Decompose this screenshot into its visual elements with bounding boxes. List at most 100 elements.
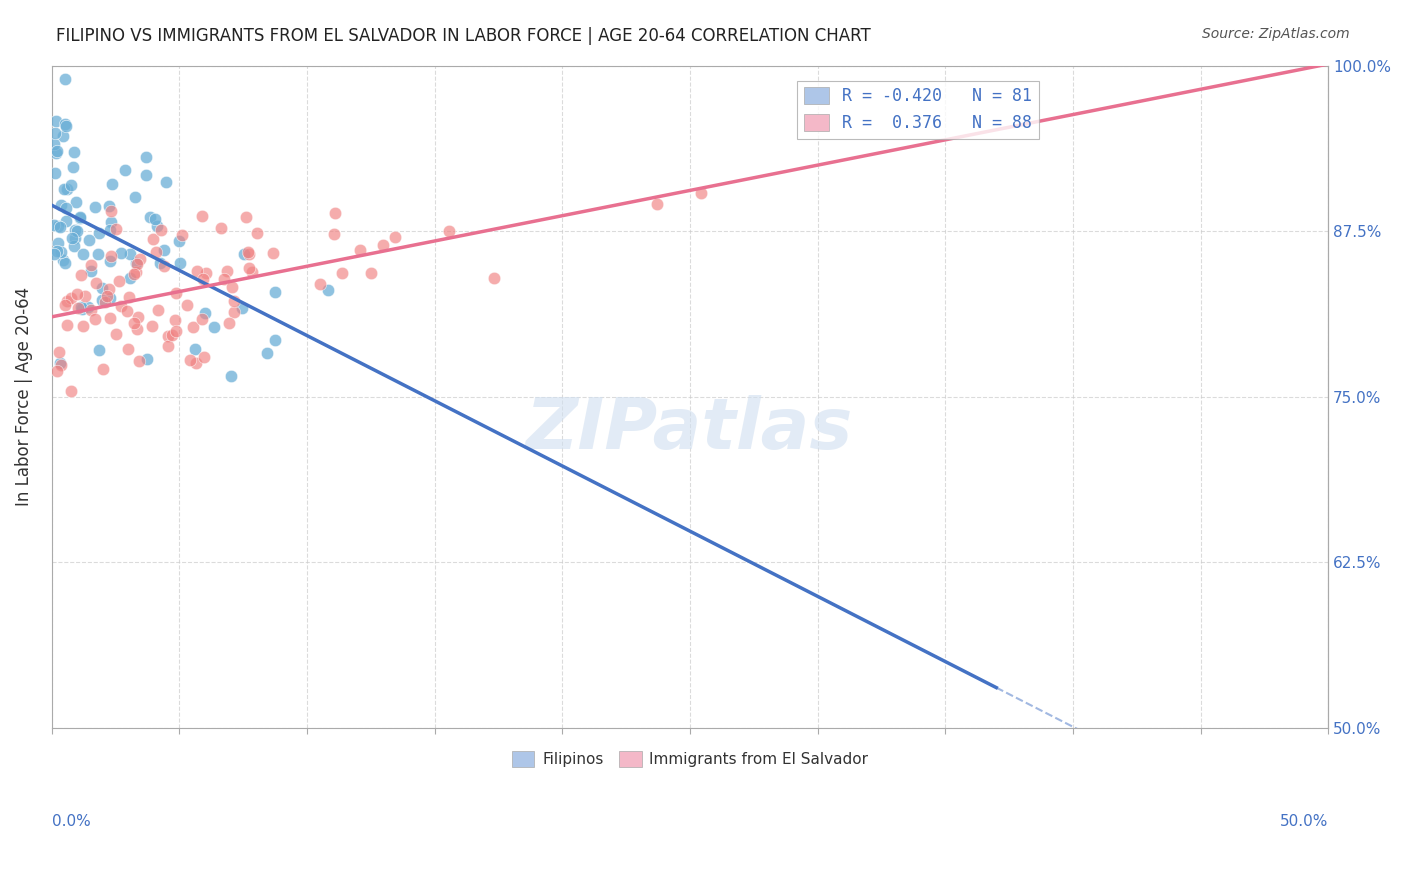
Point (56, 182, 79, 196)
Point (155, 175, 177, 189)
Point (128, 354, 150, 368)
Point (62, 238, 84, 252)
Point (167, 234, 190, 248)
Point (44, 126, 66, 140)
Point (66, 286, 89, 301)
Legend: Filipinos, Immigrants from El Salvador: Filipinos, Immigrants from El Salvador (505, 745, 875, 773)
Point (143, 211, 166, 226)
Point (117, 342, 139, 356)
Point (69, 210, 91, 224)
Point (437, 224, 460, 238)
Point (236, 245, 259, 260)
Point (235, 211, 257, 225)
Point (142, 232, 165, 246)
Point (179, 353, 201, 368)
Point (146, 219, 169, 233)
Text: ZIPatlas: ZIPatlas (526, 395, 853, 465)
Point (110, 246, 132, 260)
Point (256, 346, 278, 360)
Point (209, 220, 232, 235)
Point (90, 293, 112, 307)
Point (125, 322, 148, 336)
Point (127, 310, 149, 325)
Point (118, 290, 141, 304)
Point (139, 210, 162, 224)
Point (53, 298, 76, 312)
Point (55, 119, 77, 133)
Point (330, 266, 353, 280)
Point (120, 246, 142, 260)
Point (212, 272, 235, 286)
Point (186, 263, 208, 277)
Point (163, 312, 186, 326)
Point (110, 299, 132, 313)
Point (80, 303, 103, 318)
Point (73, 289, 96, 303)
Point (108, 274, 131, 288)
Point (45, 144, 67, 158)
Point (56, 318, 79, 333)
Point (122, 316, 145, 330)
Point (264, 285, 287, 300)
Text: 50.0%: 50.0% (1279, 814, 1329, 830)
Point (44, 166, 66, 180)
Point (105, 222, 128, 236)
Point (51, 245, 73, 260)
Point (156, 328, 179, 343)
Point (72, 247, 94, 261)
Point (165, 325, 187, 339)
Point (87, 247, 110, 261)
Point (238, 247, 260, 261)
Point (129, 252, 152, 266)
Point (219, 368, 242, 383)
Point (46, 235, 69, 250)
Point (70, 268, 93, 283)
Point (231, 301, 253, 315)
Point (125, 265, 148, 279)
Point (93, 361, 115, 376)
Point (101, 177, 124, 191)
Point (55, 202, 77, 216)
Point (100, 249, 122, 263)
Point (218, 316, 240, 330)
Point (59, 178, 82, 192)
Point (89, 226, 111, 240)
Point (136, 352, 159, 367)
Point (263, 334, 285, 348)
Point (51, 198, 73, 212)
Point (191, 271, 214, 285)
Point (114, 163, 136, 178)
Point (44, 136, 66, 151)
Point (48, 344, 70, 359)
Point (165, 285, 187, 300)
Point (125, 256, 148, 270)
Point (181, 320, 204, 334)
Point (87, 343, 110, 357)
Point (238, 260, 260, 275)
Point (65, 194, 87, 209)
Point (135, 168, 157, 182)
Point (309, 277, 332, 292)
Point (44, 247, 66, 261)
Point (45, 364, 67, 378)
Point (44, 218, 66, 232)
Point (70, 301, 93, 316)
Point (77, 234, 100, 248)
Point (80, 258, 103, 272)
Point (170, 228, 193, 243)
Point (153, 243, 176, 257)
Point (323, 227, 346, 242)
Point (145, 244, 167, 259)
Point (105, 327, 128, 342)
Point (94, 294, 117, 309)
Point (190, 209, 212, 223)
Point (62, 145, 84, 159)
Point (135, 150, 157, 164)
Point (323, 206, 346, 220)
Point (53, 117, 76, 131)
Point (63, 231, 86, 245)
Point (45, 113, 67, 128)
Point (689, 186, 711, 201)
Point (222, 294, 245, 309)
Point (184, 342, 207, 356)
